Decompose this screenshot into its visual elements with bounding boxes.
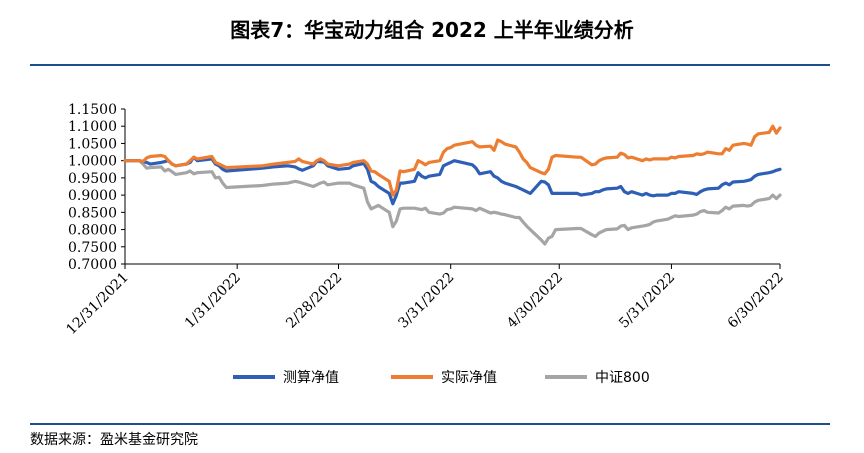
legend-label: 测算净值 — [283, 370, 339, 386]
y-tick-label: 0.7000 — [68, 257, 117, 273]
legend-label: 实际净值 — [441, 370, 497, 386]
y-tick-label: 0.9500 — [68, 171, 117, 187]
bottom-rule — [30, 423, 830, 425]
x-tick-label: 4/30/2022 — [504, 270, 566, 332]
legend-label: 中证800 — [595, 370, 650, 386]
chart-title: 图表7：华宝动力组合 2022 上半年业绩分析 — [230, 18, 634, 42]
y-tick-label: 0.7500 — [68, 240, 117, 256]
y-tick-label: 1.1000 — [68, 119, 117, 135]
series-layer — [123, 124, 782, 246]
y-tick-label: 1.0500 — [68, 136, 117, 152]
top-rule — [30, 64, 830, 66]
x-tick-label: 5/31/2022 — [616, 270, 678, 332]
y-tick-label: 0.8500 — [68, 205, 117, 221]
series-line-3 — [123, 159, 782, 246]
y-tick-label: 0.9000 — [68, 188, 117, 204]
x-tick-label: 2/28/2022 — [283, 270, 345, 332]
y-tick-label: 1.1500 — [68, 102, 117, 118]
y-tick-label: 1.0000 — [68, 154, 117, 170]
x-tick-label: 1/31/2022 — [182, 270, 244, 332]
x-tick-label: 3/31/2022 — [395, 270, 457, 332]
chart-legend: 测算净值 实际净值 中证800 — [233, 370, 650, 386]
x-tick-label: 12/31/2021 — [63, 270, 131, 338]
series-line-1 — [123, 155, 782, 206]
series-line-2 — [123, 124, 782, 197]
x-tick-label: 6/30/2022 — [725, 270, 787, 332]
y-tick-label: 0.8000 — [68, 223, 117, 239]
source-note: 数据来源：盈米基金研究院 — [30, 432, 198, 448]
